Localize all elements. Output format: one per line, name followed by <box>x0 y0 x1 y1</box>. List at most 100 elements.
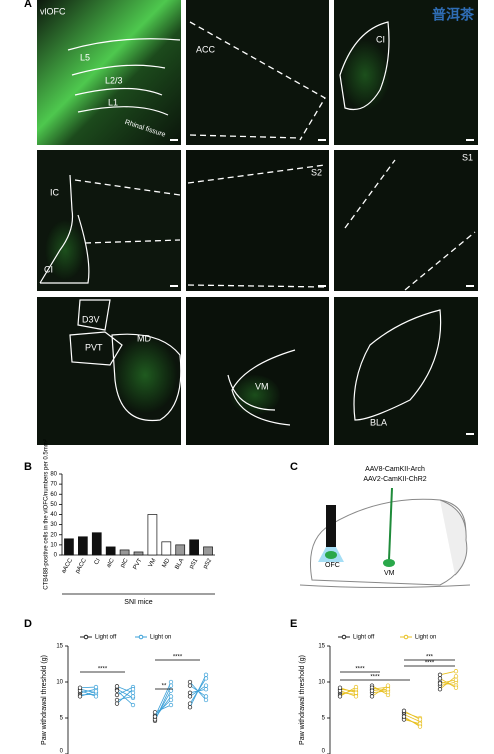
data-point <box>168 694 174 699</box>
data-point <box>337 685 343 690</box>
data-point <box>369 694 375 699</box>
bar <box>105 546 116 556</box>
y-tick-label: 30 <box>50 522 57 528</box>
data-point <box>187 683 193 688</box>
outline <box>40 214 90 284</box>
bar <box>147 514 158 556</box>
significance-label: **** <box>370 675 380 681</box>
pair-line <box>439 679 457 684</box>
data-point <box>385 683 391 688</box>
data-point <box>353 684 359 690</box>
outline <box>344 159 476 291</box>
legend-swatch <box>83 634 89 640</box>
x-tick-label: CI <box>94 558 102 566</box>
data-point <box>203 694 209 699</box>
bar <box>161 541 172 556</box>
region-label: S2 <box>311 167 322 177</box>
y-axis-title: Paw withdrawal threshold (g) <box>41 655 48 745</box>
legend-swatch <box>403 634 409 640</box>
scale-bar <box>170 139 474 435</box>
data-point <box>437 676 443 681</box>
virus-label: AAV2-CamKII-ChR2 <box>363 476 426 483</box>
legend-label: Light off <box>95 635 117 641</box>
significance-label: **** <box>98 667 108 673</box>
x-tick-label: aACC <box>61 557 75 574</box>
data-point <box>187 694 193 699</box>
legend-swatch <box>138 634 144 640</box>
region-label: CI <box>376 34 385 44</box>
data-point <box>401 714 407 719</box>
bar <box>133 551 144 556</box>
y-tick-label: 80 <box>50 472 57 478</box>
outline <box>39 174 74 284</box>
y-tick-label: 70 <box>50 482 57 488</box>
pair-line <box>439 670 457 676</box>
pair-line <box>79 688 97 694</box>
y-axis-title: CTB488-positive cells in the vlOFC/numbe… <box>44 439 50 589</box>
data-point <box>417 724 423 729</box>
legend-label: Light on <box>415 635 436 641</box>
bar <box>203 546 213 556</box>
y-tick-label: 0 <box>60 749 64 754</box>
region-label: OFC <box>325 562 340 569</box>
significance-label: ** <box>162 684 167 690</box>
outline <box>69 299 182 422</box>
outline <box>74 179 181 244</box>
data-point <box>187 705 193 710</box>
micrograph <box>186 0 329 145</box>
significance-label: **** <box>425 661 435 667</box>
y-tick-label: 10 <box>50 542 57 548</box>
data-point <box>130 694 136 699</box>
data-point <box>187 690 193 695</box>
data-point <box>152 714 158 719</box>
optic-fiber <box>326 505 336 547</box>
data-point <box>114 697 120 703</box>
region-label: ACC <box>196 44 216 54</box>
data-point <box>353 694 359 699</box>
data-point <box>337 694 343 699</box>
region-label: L5 <box>80 52 90 62</box>
pair-line <box>154 699 172 716</box>
data-point <box>130 687 136 692</box>
pair-line <box>439 678 457 689</box>
x-tick-label: BLA <box>174 558 185 571</box>
legend-swatch <box>341 634 347 640</box>
outline <box>339 21 390 111</box>
brain-outline <box>299 584 471 588</box>
y-tick-label: 15 <box>56 644 63 650</box>
y-tick-label: 5 <box>60 716 64 722</box>
data-point <box>187 679 193 685</box>
data-point <box>77 685 83 690</box>
micrograph <box>37 0 181 145</box>
micrographs: vlOFC L5 L2/3 L1 Rhinal fissure ACC CI I… <box>37 0 478 445</box>
virus-label: AAV8-CamKII-Arch <box>365 466 425 473</box>
signal <box>113 337 177 413</box>
region-label: BLA <box>370 417 387 427</box>
outline <box>67 38 181 51</box>
pair-line <box>154 690 172 720</box>
region-label: PVT <box>85 342 103 352</box>
bar <box>175 544 186 556</box>
data-point <box>385 687 391 692</box>
data-point <box>203 697 209 703</box>
watermark: 普洱茶 <box>432 7 475 23</box>
y-tick-label: 20 <box>50 532 57 538</box>
data-point <box>130 690 136 695</box>
legend-label: Light off <box>353 635 375 641</box>
data-point <box>168 702 174 708</box>
region-label: VM <box>384 570 395 577</box>
y-axis-title: Paw withdrawal threshold (g) <box>299 655 306 745</box>
data-point <box>453 685 459 690</box>
region-label: L1 <box>108 97 118 107</box>
data-point <box>353 690 359 695</box>
x-tick-label: VM <box>148 558 158 569</box>
data-point <box>93 694 99 699</box>
panel-label: E <box>290 618 297 630</box>
region-label: vlOFC <box>40 6 66 16</box>
y-tick-label: 15 <box>318 644 325 650</box>
panel-label: C <box>290 461 298 473</box>
micrograph <box>334 150 478 291</box>
data-point <box>114 688 120 693</box>
x-tick-label: pS1 <box>189 557 200 570</box>
signal <box>230 375 280 415</box>
